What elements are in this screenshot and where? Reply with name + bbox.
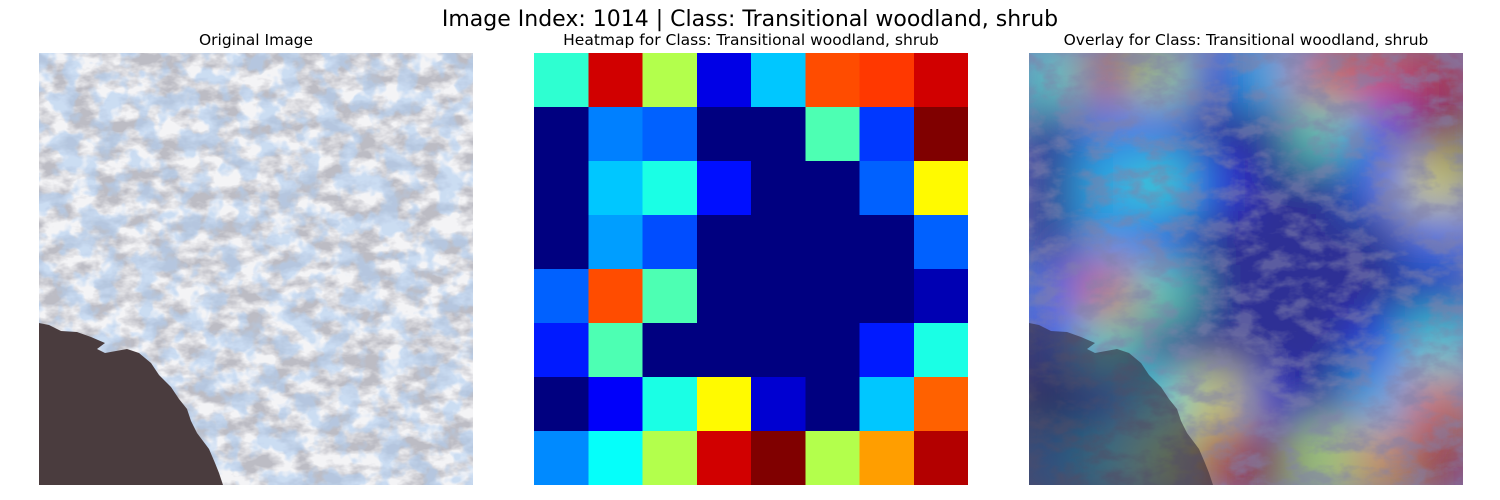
heatmap-cell-r3-c1: [588, 215, 644, 270]
heatmap-cell-r3-c2: [642, 215, 698, 270]
heatmap-cell-r4-c5: [805, 269, 861, 324]
heatmap-cell-r5-c3: [696, 323, 752, 378]
heatmap-cell-r6-c2: [642, 377, 698, 432]
heatmap-cell-r4-c7: [913, 269, 968, 324]
heatmap: [534, 53, 968, 485]
heatmap-cell-r1-c5: [805, 107, 861, 162]
heatmap-cell-r2-c3: [696, 161, 752, 216]
heatmap-cell-r7-c3: [696, 431, 752, 485]
overlay-canvas: [1029, 53, 1463, 485]
heatmap-cell-r2-c4: [751, 161, 806, 216]
heatmap-cell-r0-c5: [805, 53, 861, 108]
heatmap-cell-r4-c2: [642, 269, 698, 324]
heatmap-cell-r4-c1: [588, 269, 644, 324]
heatmap-cell-r6-c6: [859, 377, 915, 432]
heatmap-cell-r1-c1: [588, 107, 644, 162]
original-image: [39, 53, 473, 485]
heatmap-cell-r0-c3: [696, 53, 752, 108]
heatmap-cell-r3-c3: [696, 215, 752, 270]
heatmap-cell-r6-c5: [805, 377, 861, 432]
heatmap-cell-r7-c7: [913, 431, 968, 485]
heatmap-cell-r1-c4: [751, 107, 806, 162]
heatmap-cell-r7-c2: [642, 431, 698, 485]
overlay-lake-shape: [1029, 323, 1213, 485]
heatmap-cell-r3-c5: [805, 215, 861, 270]
heatmap-cell-r5-c4: [751, 323, 806, 378]
lake-shape: [39, 323, 223, 485]
overlay: [1029, 53, 1463, 485]
heatmap-cell-r0-c1: [588, 53, 644, 108]
heatmap-cell-r0-c6: [859, 53, 915, 108]
heatmap-cell-r4-c6: [859, 269, 915, 324]
heatmap-cell-r7-c5: [805, 431, 861, 485]
heatmap-cell-r3-c4: [751, 215, 806, 270]
heatmap-cell-r2-c2: [642, 161, 698, 216]
heatmap-cell-r4-c3: [696, 269, 752, 324]
heatmap-cell-r5-c5: [805, 323, 861, 378]
heatmap-cell-r0-c4: [751, 53, 806, 108]
heatmap-cell-r1-c0: [534, 107, 589, 162]
heatmap-cell-r7-c4: [751, 431, 806, 485]
heatmap-cell-r6-c0: [534, 377, 589, 432]
heatmap-cell-r1-c3: [696, 107, 752, 162]
heatmap-cell-r4-c0: [534, 269, 589, 324]
overlay-title: Overlay for Class: Transitional woodland…: [1063, 31, 1429, 49]
heatmap-cell-r5-c1: [588, 323, 644, 378]
heatmap-cell-r2-c6: [859, 161, 915, 216]
heatmap-cell-r1-c6: [859, 107, 915, 162]
heatmap-cell-r0-c2: [642, 53, 698, 108]
heatmap-cell-r5-c6: [859, 323, 915, 378]
heatmap-cell-r2-c0: [534, 161, 589, 216]
heatmap-cell-r2-c5: [805, 161, 861, 216]
heatmap-cell-r7-c6: [859, 431, 915, 485]
heatmap-cell-r5-c0: [534, 323, 589, 378]
heatmap-cell-r0-c7: [913, 53, 968, 108]
heatmap-cell-r2-c1: [588, 161, 644, 216]
original-image-title: Original Image: [198, 31, 314, 49]
heatmap-cell-r3-c7: [913, 215, 968, 270]
heatmap-cell-r7-c0: [534, 431, 589, 485]
heatmap-cell-r6-c1: [588, 377, 644, 432]
heatmap-canvas: [534, 53, 968, 485]
heatmap-cell-r1-c7: [913, 107, 968, 162]
heatmap-cell-r5-c2: [642, 323, 698, 378]
heatmap-title: Heatmap for Class: Transitional woodland…: [563, 31, 939, 49]
original-image-canvas: [39, 53, 473, 485]
heatmap-cell-r4-c4: [751, 269, 806, 324]
heatmap-cell-r1-c2: [642, 107, 698, 162]
heatmap-cell-r6-c3: [696, 377, 752, 432]
heatmap-cell-r6-c7: [913, 377, 968, 432]
figure-title: Image Index: 1014 | Class: Transitional …: [441, 7, 1059, 32]
heatmap-cell-r5-c7: [913, 323, 968, 378]
heatmap-cell-r0-c0: [534, 53, 589, 108]
heatmap-cell-r6-c4: [751, 377, 806, 432]
heatmap-cell-r2-c7: [913, 161, 968, 216]
heatmap-cell-r3-c0: [534, 215, 589, 270]
heatmap-cell-r7-c1: [588, 431, 644, 485]
heatmap-cell-r3-c6: [859, 215, 915, 270]
